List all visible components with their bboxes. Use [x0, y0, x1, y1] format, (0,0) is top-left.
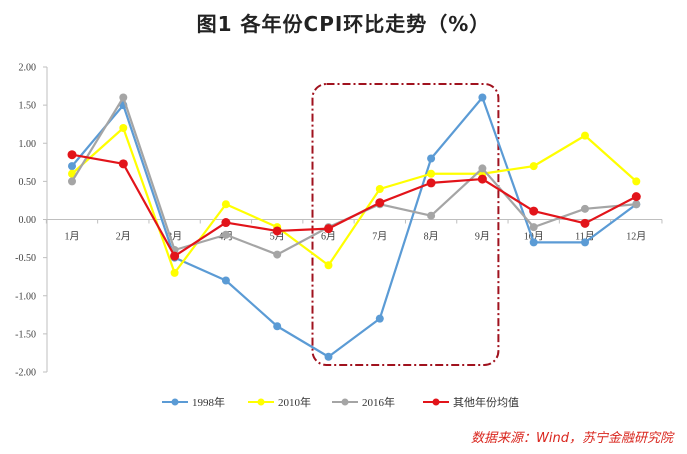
data-point: [272, 226, 282, 236]
axis-layer: 2.00 1.50 1.00 0.50 0.00 -0.50 -1.00 -1.50 -2.00…: [15, 63, 663, 379]
legend-marker: [171, 398, 179, 406]
data-point: [170, 251, 180, 261]
series-3: [67, 150, 641, 261]
data-point: [427, 169, 436, 178]
y-tick-label: -1.00: [15, 291, 36, 302]
data-point: [273, 250, 282, 259]
legend-marker: [257, 398, 265, 406]
data-point: [427, 211, 436, 220]
legend-item: 其他年份均值: [423, 395, 519, 409]
y-tick-label: 1.00: [19, 139, 37, 150]
data-point: [478, 93, 487, 102]
data-point: [581, 131, 589, 140]
x-tick-label: 8月: [424, 231, 439, 243]
highlight-layer: [311, 83, 500, 366]
data-point: [529, 223, 538, 232]
data-point: [119, 93, 128, 102]
data-point: [118, 159, 128, 169]
data-point: [375, 314, 384, 323]
data-point: [221, 200, 230, 209]
data-point: [119, 124, 128, 132]
data-point: [273, 322, 282, 331]
data-point: [581, 204, 589, 213]
data-point: [529, 238, 538, 247]
data-point: [631, 192, 641, 202]
x-tick-label: 7月: [372, 231, 387, 243]
data-point: [221, 276, 230, 285]
legend-label: 其他年份均值: [453, 395, 519, 409]
series-line: [71, 96, 637, 256]
x-tick-label: 12月: [626, 231, 646, 243]
highlight-box: [311, 83, 500, 366]
y-tick-label: -1.50: [15, 329, 36, 340]
data-point: [68, 177, 76, 186]
data-point: [529, 206, 539, 216]
series-line: [71, 126, 638, 274]
y-tick-label: 0.50: [19, 177, 37, 188]
x-tick-label: 5月: [270, 231, 285, 243]
y-tick-label: 0.00: [19, 215, 37, 226]
legend-label: 2010年: [278, 395, 311, 409]
y-tick-label: 2.00: [19, 63, 37, 74]
legend-label: 1998年: [192, 395, 225, 409]
legend-item: 1998年: [162, 395, 225, 409]
data-point: [324, 224, 333, 234]
data-point: [581, 238, 589, 247]
data-point: [67, 150, 77, 160]
source-note: 数据来源：Wind，苏宁金融研究院: [471, 431, 673, 446]
data-point: [478, 164, 487, 173]
y-tick-label: -2.00: [15, 368, 36, 379]
legend-label: 2016年: [362, 395, 395, 409]
series-line: [71, 96, 637, 358]
data-point: [426, 178, 436, 188]
data-point: [375, 198, 385, 208]
data-point: [427, 154, 436, 163]
series-1: [68, 124, 641, 277]
x-tick-label: 9月: [475, 231, 490, 243]
y-tick-label: -0.50: [15, 253, 36, 264]
legend-item: 2016年: [332, 395, 395, 409]
legend: 1998年 2010年 2016年 其他年份均值: [162, 395, 519, 409]
x-tick-label: 6月: [321, 231, 336, 243]
series-layer: [67, 93, 641, 361]
y-tick-label: 1.50: [19, 101, 37, 112]
x-tick-label: 10月: [524, 231, 544, 243]
chart-title: 图1 各年份CPI环比走势（%）: [196, 12, 491, 36]
data-point: [632, 177, 641, 186]
data-point: [221, 230, 230, 239]
x-tick-label: 2月: [116, 231, 131, 243]
series-0: [68, 93, 641, 361]
data-point: [170, 268, 179, 277]
legend-marker: [432, 398, 440, 406]
data-point: [324, 352, 333, 361]
data-point: [221, 218, 231, 228]
x-tick-label: 1月: [65, 231, 80, 243]
data-point: [529, 162, 538, 171]
data-point: [68, 162, 76, 171]
data-point: [580, 218, 590, 228]
data-point: [68, 169, 76, 178]
data-point: [632, 200, 641, 209]
data-point: [375, 185, 384, 193]
data-point: [477, 174, 487, 184]
series-line: [71, 153, 637, 258]
legend-marker: [341, 398, 349, 406]
legend-item: 2010年: [248, 395, 311, 409]
data-point: [324, 261, 333, 270]
series-2: [68, 93, 641, 259]
